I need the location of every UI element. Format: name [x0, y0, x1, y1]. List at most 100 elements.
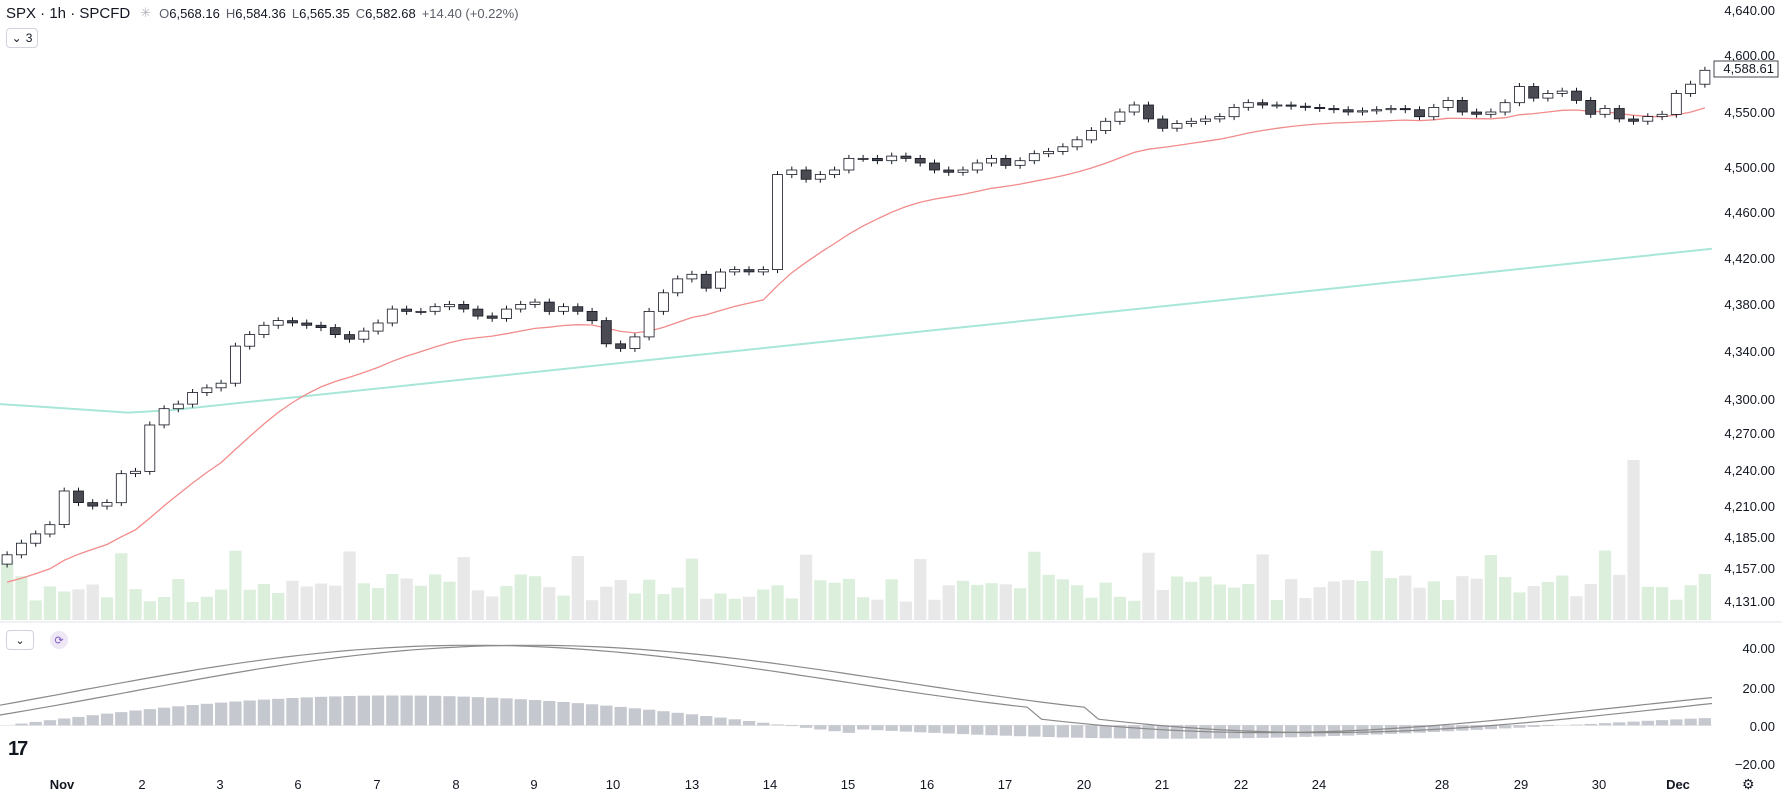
macd-histogram-bar: [1156, 725, 1169, 739]
macd-histogram-bar: [286, 698, 299, 726]
candle-body: [1214, 116, 1226, 120]
candle-body: [600, 320, 612, 345]
candle-body: [1670, 93, 1682, 115]
candle-body: [158, 408, 170, 426]
refresh-icon[interactable]: ⟳: [50, 631, 68, 649]
macd-pane-collapse-button[interactable]: ⌄: [6, 630, 34, 650]
macd-histogram-bar: [1627, 721, 1640, 726]
tradingview-logo-icon[interactable]: 17: [8, 738, 28, 760]
candle-body: [586, 310, 598, 322]
indicator-toggle-button[interactable]: ⌄ 3: [6, 28, 38, 48]
symbol-title[interactable]: SPX · 1h · SPCFD: [6, 4, 131, 22]
macd-histogram-bar: [899, 725, 913, 732]
candle-body: [800, 169, 812, 180]
volume-bar: [1698, 574, 1711, 620]
macd-histogram-bar: [728, 719, 741, 726]
candle-body: [58, 490, 70, 525]
time-axis-label: 22: [1234, 777, 1248, 792]
volume-bar: [500, 585, 513, 620]
candle-body: [1128, 104, 1140, 113]
candle-body: [943, 169, 955, 173]
candle-body: [700, 273, 712, 289]
volume-bar: [928, 599, 941, 620]
volume-bar: [714, 593, 727, 620]
volume-bar: [828, 582, 841, 620]
time-axis-label: 6: [294, 777, 301, 792]
macd-histogram-bar: [1570, 724, 1583, 726]
volume-bar: [243, 589, 256, 620]
macd-histogram-bar: [29, 721, 42, 726]
candle-body: [729, 269, 741, 273]
volume-bar: [200, 596, 213, 620]
macd-histogram-bar: [742, 721, 756, 726]
volume-bar: [1128, 600, 1141, 620]
volume-bar: [1684, 585, 1697, 620]
volume-bar: [229, 550, 242, 620]
candle-body: [872, 157, 883, 162]
macd-histogram-bar: [657, 711, 670, 726]
volume-bar: [1071, 585, 1084, 620]
candle-body: [101, 502, 113, 507]
macd-histogram-bar: [129, 710, 142, 726]
candle-body: [672, 278, 684, 294]
price-axis-label: 4,420.00: [1724, 251, 1775, 266]
macd-histogram-bar: [1028, 725, 1041, 737]
volume-bar: [72, 589, 85, 620]
volume-bar: [443, 581, 456, 620]
candle-body: [1028, 153, 1040, 162]
candle-body: [929, 162, 940, 171]
macd-histogram-bar: [1641, 720, 1654, 726]
volume-bar: [757, 589, 770, 620]
macd-histogram-bar: [1684, 718, 1697, 726]
volume-bar: [1042, 574, 1055, 620]
slow-ma-line: [0, 247, 1713, 414]
volume-bar: [371, 587, 385, 620]
indicator-count: 3: [25, 31, 33, 45]
macd-histogram-bar: [956, 725, 970, 735]
volume-bar: [129, 589, 142, 620]
candle-body: [986, 157, 997, 164]
macd-histogram-bar: [942, 725, 955, 734]
candle-body: [258, 324, 270, 335]
macd-histogram-bar: [72, 716, 85, 726]
macd-histogram-bar: [543, 701, 556, 726]
volume-bar: [257, 584, 271, 620]
macd-histogram-bar: [86, 715, 99, 726]
macd-histogram-bar: [528, 700, 542, 726]
volume-bar: [942, 585, 955, 620]
macd-histogram-bar: [814, 725, 827, 730]
volume-bar: [272, 593, 285, 620]
volume-bar: [1427, 581, 1440, 620]
volume-bar: [999, 584, 1012, 620]
price-axis-label: 4,380.00: [1724, 297, 1775, 312]
volume-bar: [985, 583, 998, 620]
macd-histogram-bar: [1698, 718, 1711, 726]
volume-bar: [1, 560, 14, 620]
volume-bar: [842, 578, 855, 620]
macd-histogram-bar: [115, 712, 128, 726]
macd-histogram-bar: [1099, 725, 1112, 739]
low-value: 6,565.35: [299, 5, 350, 21]
macd-histogram-bar: [229, 701, 242, 726]
volume-bar: [1399, 575, 1412, 620]
settings-icon[interactable]: ⚙: [1742, 776, 1755, 792]
candle-body: [572, 306, 584, 312]
price-axis-label: 4,640.00: [1724, 3, 1775, 18]
volume-bar: [314, 583, 328, 620]
price-axis-label: 4,550.00: [1724, 105, 1775, 120]
volume-bar: [457, 557, 470, 620]
volume-bar: [1484, 555, 1497, 620]
candle-body: [743, 269, 755, 273]
candle-body: [558, 306, 569, 312]
macd-histogram-bar: [857, 725, 870, 730]
volume-bar: [571, 556, 584, 620]
candle-body: [344, 334, 355, 340]
volume-bar: [1113, 596, 1127, 620]
candle-body: [786, 169, 798, 175]
volume-bar: [1156, 589, 1169, 620]
price-axis-label: 4,600.00: [1724, 48, 1775, 63]
volume-bar: [914, 559, 927, 620]
volume-bar: [429, 574, 442, 620]
macd-histogram-bar: [971, 725, 984, 735]
